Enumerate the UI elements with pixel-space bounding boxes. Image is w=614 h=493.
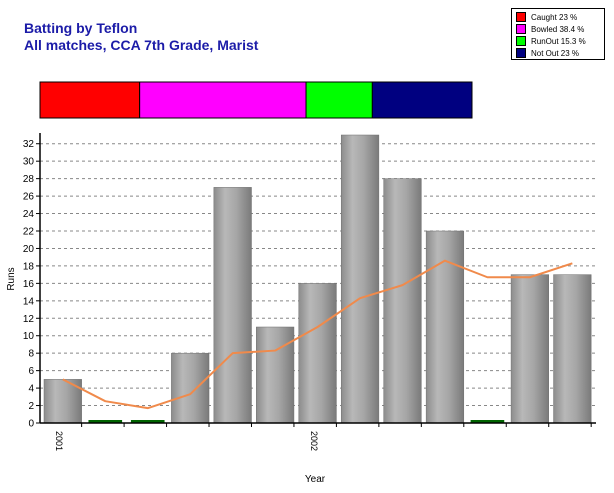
y-axis-label: Runs bbox=[6, 267, 17, 290]
y-tick-label-22: 22 bbox=[23, 227, 35, 238]
y-tick-label-6: 6 bbox=[28, 366, 34, 377]
x-tick-label-0: 2001 bbox=[54, 431, 64, 451]
dismissal-strip bbox=[39, 81, 473, 119]
title-line-1: Batting by Teflon bbox=[24, 20, 138, 36]
legend-swatch-bowled bbox=[516, 24, 526, 34]
bar-5 bbox=[256, 326, 295, 424]
strip-segment-3 bbox=[371, 81, 473, 119]
y-tick-label-2: 2 bbox=[28, 401, 34, 412]
y-tick-label-24: 24 bbox=[23, 209, 35, 220]
y-tick-label-16: 16 bbox=[23, 279, 35, 290]
y-tick-label-8: 8 bbox=[28, 349, 34, 360]
legend-swatch-notout bbox=[516, 48, 526, 58]
y-tick-label-20: 20 bbox=[23, 244, 35, 255]
chart-title: Batting by Teflon All matches, CCA 7th G… bbox=[24, 20, 258, 54]
legend-item-caught: Caught 23 % bbox=[516, 11, 600, 23]
bar-2 bbox=[130, 420, 165, 423]
legend-label-bowled: Bowled 38.4 % bbox=[531, 24, 585, 34]
strip-segment-2 bbox=[305, 81, 373, 119]
bar-7 bbox=[340, 134, 380, 424]
legend-swatch-runout bbox=[516, 36, 526, 46]
bar-1 bbox=[88, 420, 123, 423]
title-line-2: All matches, CCA 7th Grade, Marist bbox=[24, 37, 259, 53]
y-tick-label-30: 30 bbox=[23, 157, 35, 168]
legend: Caught 23 % Bowled 38.4 % RunOut 15.3 % … bbox=[511, 8, 605, 60]
bar-10 bbox=[470, 420, 505, 423]
y-tick-label-32: 32 bbox=[23, 139, 35, 150]
x-axis-label: Year bbox=[305, 474, 326, 485]
strip-segment-0 bbox=[39, 81, 141, 119]
legend-item-runout: RunOut 15.3 % bbox=[516, 35, 600, 47]
y-tick-label-28: 28 bbox=[23, 174, 35, 185]
average-line bbox=[62, 259, 573, 410]
y-tick-label-12: 12 bbox=[23, 314, 35, 325]
y-tick-label-4: 4 bbox=[28, 384, 34, 395]
y-tick-label-0: 0 bbox=[28, 419, 34, 430]
y-tick-label-10: 10 bbox=[23, 331, 35, 342]
bar-11 bbox=[510, 274, 549, 424]
bar-6 bbox=[298, 283, 337, 424]
bar-8 bbox=[383, 178, 422, 424]
x-tick-label-1: 2002 bbox=[309, 431, 319, 451]
legend-label-caught: Caught 23 % bbox=[531, 12, 578, 22]
bar-12 bbox=[553, 274, 592, 424]
bars bbox=[43, 134, 592, 424]
legend-item-notout: Not Out 23 % bbox=[516, 47, 600, 59]
y-tick-label-26: 26 bbox=[23, 192, 35, 203]
bar-9 bbox=[425, 230, 465, 424]
legend-label-runout: RunOut 15.3 % bbox=[531, 36, 586, 46]
y-tick-label-14: 14 bbox=[23, 296, 35, 307]
average-line-layer bbox=[62, 259, 573, 410]
legend-swatch-caught bbox=[516, 12, 526, 22]
bar-4 bbox=[213, 187, 252, 424]
grid bbox=[40, 143, 596, 407]
strip-segment-1 bbox=[139, 81, 307, 119]
legend-label-notout: Not Out 23 % bbox=[531, 48, 580, 58]
y-tick-label-18: 18 bbox=[23, 261, 35, 272]
legend-item-bowled: Bowled 38.4 % bbox=[516, 23, 600, 35]
bar-3 bbox=[171, 352, 210, 424]
